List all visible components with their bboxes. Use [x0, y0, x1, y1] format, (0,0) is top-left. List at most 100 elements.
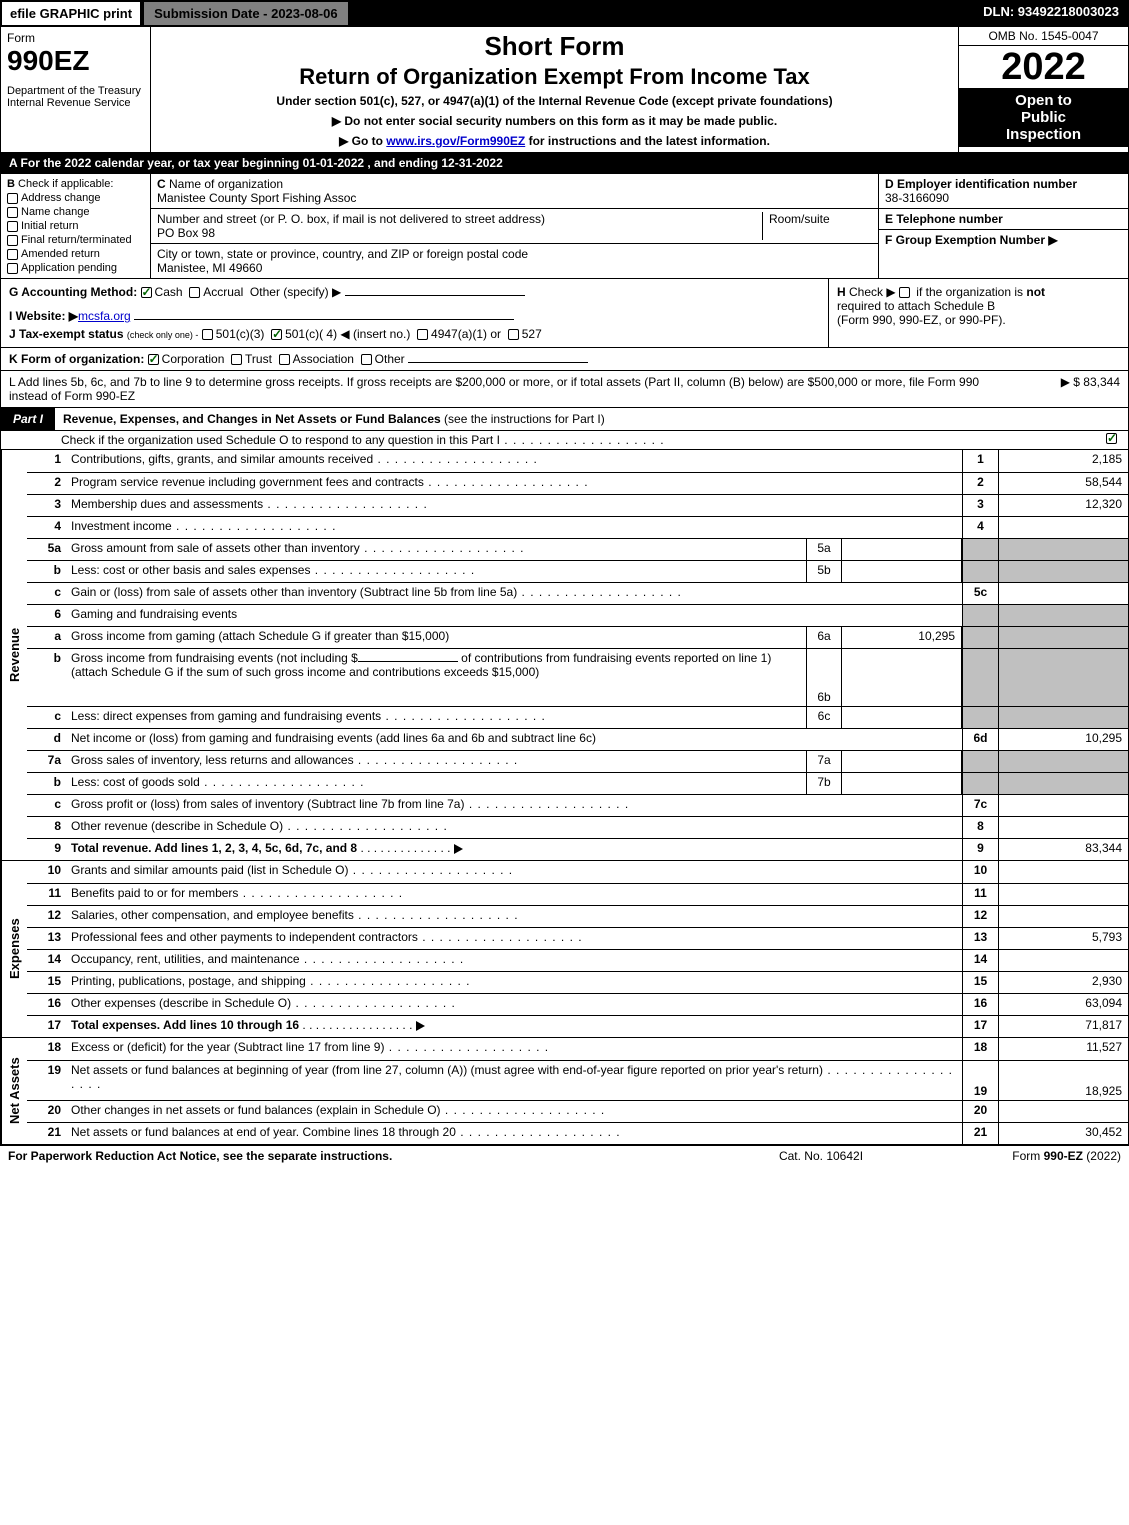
line-6c: cLess: direct expenses from gaming and f…: [27, 706, 1128, 728]
room-suite: Room/suite: [762, 212, 872, 240]
cb-cash[interactable]: [141, 287, 152, 298]
line-10: 10Grants and similar amounts paid (list …: [27, 861, 1128, 883]
form-footer: Form 990-EZ (2022): [921, 1149, 1121, 1163]
c-addr-label: Number and street (or P. O. box, if mail…: [157, 212, 545, 226]
note-goto-pre: ▶ Go to: [339, 134, 386, 148]
cb-accrual[interactable]: [189, 287, 200, 298]
dln-label: DLN: 93492218003023: [973, 0, 1129, 27]
header-row: Form 990EZ Department of the Treasury In…: [0, 27, 1129, 153]
top-bar: efile GRAPHIC print Submission Date - 20…: [0, 0, 1129, 27]
line-21: 21Net assets or fund balances at end of …: [27, 1122, 1128, 1144]
line-17: 17Total expenses. Add lines 10 through 1…: [27, 1015, 1128, 1037]
j-label: J Tax-exempt status: [9, 327, 124, 341]
section-g-h: G Accounting Method: Cash Accrual Other …: [0, 279, 1129, 348]
revenue-rows: 1Contributions, gifts, grants, and simil…: [27, 450, 1128, 860]
cb-final-return[interactable]: Final return/terminated: [7, 234, 144, 246]
h-label: H: [837, 285, 846, 299]
l-value: $ 83,344: [1073, 375, 1120, 389]
cb-501c3[interactable]: [202, 329, 213, 340]
line-13: 13Professional fees and other payments t…: [27, 927, 1128, 949]
open-public-inspection: Open to Public Inspection: [959, 88, 1128, 147]
line-2: 2Program service revenue including gover…: [27, 472, 1128, 494]
j-527: 527: [522, 327, 542, 341]
arrow-icon: [416, 1021, 425, 1031]
title-return: Return of Organization Exempt From Incom…: [155, 64, 954, 90]
inspect-1: Open to: [963, 92, 1124, 109]
efile-print-label[interactable]: efile GRAPHIC print: [0, 0, 142, 27]
cb-name-change[interactable]: Name change: [7, 206, 144, 218]
cb-501c[interactable]: [271, 329, 282, 340]
cb-schedule-o[interactable]: [1106, 433, 1117, 444]
h-t4: (Form 990, 990-EZ, or 990-PF).: [837, 313, 1006, 327]
l9-bold: Total revenue. Add lines 1, 2, 3, 4, 5c,…: [71, 841, 357, 855]
line-5a: 5aGross amount from sale of assets other…: [27, 538, 1128, 560]
c-city-label: City or town, state or province, country…: [157, 247, 528, 261]
k-label: K Form of organization:: [9, 352, 144, 366]
section-h: H Check ▶ if the organization is not req…: [828, 279, 1128, 347]
b-check-label: Check if applicable:: [18, 178, 113, 190]
cb-association[interactable]: [279, 354, 290, 365]
cb-initial-return[interactable]: Initial return: [7, 220, 144, 232]
line-16: 16Other expenses (describe in Schedule O…: [27, 993, 1128, 1015]
expenses-side-label: Expenses: [1, 861, 27, 1037]
inspect-3: Inspection: [963, 126, 1124, 143]
part-i-check-text: Check if the organization used Schedule …: [61, 433, 1106, 447]
org-city: Manistee, MI 49660: [157, 261, 262, 275]
arrow-icon: [454, 844, 463, 854]
6b-blank[interactable]: [358, 661, 458, 662]
cb-amended-return[interactable]: Amended return: [7, 248, 144, 260]
part-i-title: Revenue, Expenses, and Changes in Net As…: [55, 408, 1128, 430]
header-middle: Short Form Return of Organization Exempt…: [151, 27, 958, 152]
line-8: 8Other revenue (describe in Schedule O)8: [27, 816, 1128, 838]
cb-corporation[interactable]: [148, 354, 159, 365]
revenue-side-label: Revenue: [1, 450, 27, 860]
g-other-blank[interactable]: [345, 295, 525, 296]
website-underline: [134, 319, 514, 320]
f-group-row: F Group Exemption Number ▶: [879, 230, 1128, 250]
c-city-row: City or town, state or province, country…: [151, 244, 878, 278]
d-ein-row: D Employer identification number 38-3166…: [879, 174, 1128, 209]
irs-link[interactable]: www.irs.gov/Form990EZ: [386, 134, 525, 148]
cb-4947[interactable]: [417, 329, 428, 340]
j-tax-status: J Tax-exempt status (check only one) - 5…: [9, 327, 820, 341]
l-text: L Add lines 5b, 6c, and 7b to line 9 to …: [9, 375, 1000, 403]
header-left: Form 990EZ Department of the Treasury In…: [1, 27, 151, 152]
dept-treasury: Department of the Treasury: [7, 85, 144, 97]
k-assoc: Association: [293, 352, 354, 366]
l-value-cell: ▶ $ 83,344: [1000, 375, 1120, 403]
line-19: 19Net assets or fund balances at beginni…: [27, 1060, 1128, 1100]
line-5c: cGain or (loss) from sale of assets othe…: [27, 582, 1128, 604]
j-4947: 4947(a)(1) or: [431, 327, 501, 341]
g-cash: Cash: [155, 285, 183, 299]
line-20: 20Other changes in net assets or fund ba…: [27, 1100, 1128, 1122]
k-corp: Corporation: [162, 352, 225, 366]
note-goto-post: for instructions and the latest informat…: [525, 134, 770, 148]
cb-h-not-required[interactable]: [899, 287, 910, 298]
expenses-block: Expenses 10Grants and similar amounts pa…: [0, 861, 1129, 1038]
line-7b: bLess: cost of goods sold7b: [27, 772, 1128, 794]
section-g-left: G Accounting Method: Cash Accrual Other …: [1, 279, 828, 347]
c-letter: C: [157, 177, 166, 191]
cb-trust[interactable]: [231, 354, 242, 365]
h-not: not: [1026, 285, 1045, 299]
cb-other-org[interactable]: [361, 354, 372, 365]
website-link[interactable]: mcsfa.org: [78, 309, 131, 323]
k-other: Other: [375, 352, 405, 366]
section-k: K Form of organization: Corporation Trus…: [0, 348, 1129, 371]
j-501c: 501(c)( 4) ◀ (insert no.): [285, 327, 410, 341]
g-accounting: G Accounting Method: Cash Accrual Other …: [9, 285, 820, 299]
part-i-title-text: Revenue, Expenses, and Changes in Net As…: [63, 412, 441, 426]
tax-year: 2022: [959, 46, 1128, 88]
j-501c3: 501(c)(3): [216, 327, 265, 341]
cb-address-change[interactable]: Address change: [7, 192, 144, 204]
title-short-form: Short Form: [155, 31, 954, 62]
form-number: 990EZ: [7, 45, 144, 77]
k-other-blank[interactable]: [408, 362, 588, 363]
netassets-rows: 18Excess or (deficit) for the year (Subt…: [27, 1038, 1128, 1144]
line-6b: bGross income from fundraising events (n…: [27, 648, 1128, 706]
line-6a: aGross income from gaming (attach Schedu…: [27, 626, 1128, 648]
subtitle-section: Under section 501(c), 527, or 4947(a)(1)…: [155, 94, 954, 108]
cb-application-pending[interactable]: Application pending: [7, 262, 144, 274]
cb-527[interactable]: [508, 329, 519, 340]
part-i-header: Part I Revenue, Expenses, and Changes in…: [0, 408, 1129, 431]
